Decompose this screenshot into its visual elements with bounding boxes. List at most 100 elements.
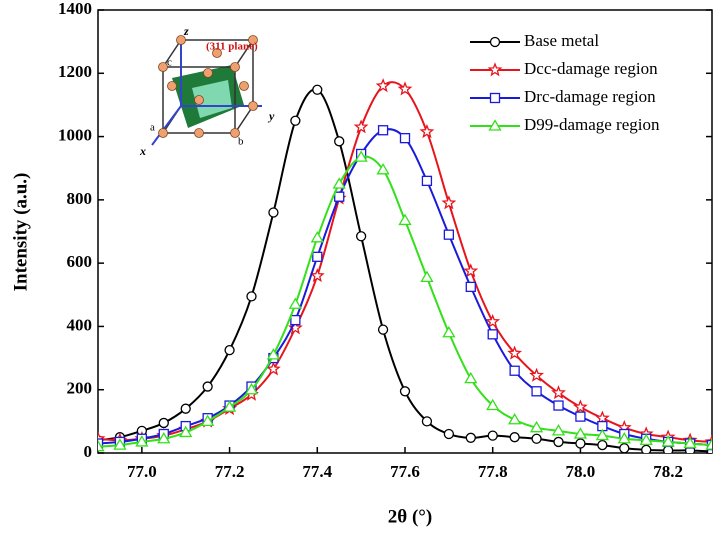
x-tick-label: 77.4: [302, 462, 332, 481]
data-point: [355, 231, 367, 242]
data-point: [641, 444, 652, 453]
data-point: [465, 281, 476, 293]
data-point: [683, 436, 697, 449]
data-point: [398, 213, 412, 226]
data-point: [377, 125, 389, 136]
data-point: [334, 136, 345, 147]
data-point: [421, 416, 433, 427]
data-point: [179, 425, 193, 438]
legend-label: D99-damage region: [524, 115, 660, 134]
data-point: [553, 400, 564, 411]
data-point: [575, 411, 586, 422]
inset-title: (311 plane): [206, 41, 258, 53]
data-point: [158, 417, 169, 429]
data-point: [266, 348, 281, 360]
data-point: [375, 78, 391, 93]
data-point: [332, 177, 346, 189]
data-point: [595, 428, 609, 441]
data-point: [551, 424, 566, 436]
data-point: [619, 443, 630, 453]
data-point: [377, 324, 389, 335]
inset-label: a: [150, 122, 155, 134]
inset-cube: [151, 35, 262, 146]
data-point: [705, 438, 712, 450]
data-point: [222, 400, 237, 412]
x-tick-label: 78.2: [653, 462, 683, 481]
data-point: [312, 84, 323, 95]
data-point: [529, 367, 545, 382]
y-tick-label: 200: [67, 379, 93, 398]
y-tick-label: 800: [67, 189, 93, 208]
data-point: [509, 432, 520, 443]
legend-marker: [489, 92, 501, 104]
data-point: [290, 115, 301, 126]
plot-area: [98, 78, 712, 453]
x-tick-label: 77.0: [127, 462, 157, 481]
legend-marker: [488, 119, 502, 131]
data-point: [597, 439, 608, 451]
inset-label: z: [183, 24, 189, 38]
data-point: [312, 251, 323, 262]
data-point: [575, 438, 586, 449]
data-point: [309, 267, 325, 283]
data-point: [421, 175, 433, 187]
y-tick-label: 400: [67, 315, 93, 334]
data-point: [529, 420, 544, 433]
data-point: [487, 430, 498, 441]
data-point: [290, 314, 301, 326]
legend-label: Dcc-damage region: [524, 59, 658, 78]
data-point: [443, 428, 455, 440]
x-tick-label: 77.2: [215, 462, 245, 481]
y-tick-label: 1000: [58, 125, 92, 144]
legend-label: Base metal: [524, 31, 599, 50]
data-point: [507, 345, 522, 360]
data-point: [353, 119, 369, 134]
legend-marker: [489, 36, 501, 48]
data-point: [617, 431, 631, 444]
data-point: [420, 270, 434, 283]
y-tick-label: 600: [67, 252, 93, 271]
x-tick-label: 77.6: [390, 462, 420, 481]
data-point: [334, 191, 345, 202]
data-point: [573, 427, 588, 439]
data-point: [244, 382, 259, 395]
data-point: [180, 403, 191, 414]
inset-label: c: [167, 57, 172, 69]
inset-label: y: [267, 109, 275, 123]
y-tick-label: 1400: [58, 0, 92, 18]
data-point: [246, 291, 257, 302]
data-point: [201, 414, 215, 427]
x-axis-label: 2θ (°): [388, 506, 432, 527]
data-point: [463, 263, 479, 278]
data-point: [485, 313, 501, 328]
data-point: [508, 412, 522, 425]
data-point: [157, 431, 171, 444]
data-point: [310, 231, 324, 243]
data-point: [487, 329, 498, 340]
data-point: [288, 320, 303, 335]
data-point: [531, 433, 542, 444]
x-tick-label: 78.0: [566, 462, 596, 481]
data-point: [572, 399, 588, 414]
y-tick-label: 1200: [58, 62, 92, 81]
data-point: [202, 381, 213, 392]
data-point: [376, 162, 390, 175]
data-point: [113, 438, 127, 450]
data-point: [553, 436, 564, 448]
data-point: [509, 365, 520, 376]
data-point: [441, 195, 457, 210]
legend-marker: [487, 62, 503, 77]
data-point: [531, 386, 542, 397]
data-point: [98, 439, 105, 452]
data-point: [268, 207, 279, 218]
inset-label: b: [238, 136, 244, 148]
x-tick-label: 77.8: [478, 462, 508, 481]
inset-label: x: [139, 144, 146, 158]
data-point: [464, 371, 478, 384]
data-point: [639, 433, 653, 445]
data-point: [551, 385, 566, 400]
data-point: [486, 398, 500, 411]
data-point: [399, 133, 411, 144]
